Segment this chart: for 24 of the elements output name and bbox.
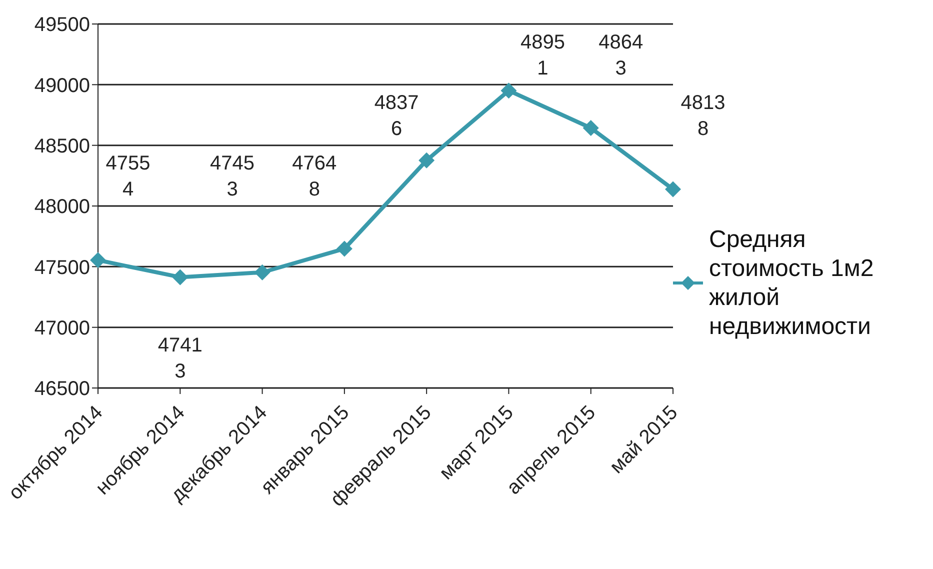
point — [254, 264, 270, 280]
data-label: 4741 3 — [158, 334, 202, 383]
legend-label: Средняя стоимость 1м2 жилой недвижимости — [709, 225, 875, 341]
point — [500, 82, 517, 99]
point — [665, 181, 681, 198]
point — [418, 152, 435, 168]
y-tick-label: 47500 — [34, 256, 90, 279]
y-tick-label: 49500 — [34, 14, 90, 36]
y-tick-label: 48500 — [34, 135, 90, 158]
data-label: 4813 8 — [680, 92, 726, 140]
data-label: 4745 3 — [210, 152, 255, 201]
point — [336, 240, 352, 257]
y-tick-label: 48000 — [34, 196, 90, 218]
point — [90, 252, 106, 268]
y-tick-label: 49000 — [34, 74, 90, 97]
point — [582, 120, 599, 136]
data-label: 4837 6 — [374, 92, 419, 140]
data-label: 4755 4 — [106, 152, 150, 201]
y-tick-label: 46500 — [34, 378, 90, 400]
y-tick-label: 47000 — [34, 317, 90, 340]
data-label: 4864 3 — [598, 31, 644, 80]
data-label: 4895 1 — [520, 31, 565, 80]
data-label: 4764 8 — [292, 152, 337, 201]
point — [172, 269, 188, 286]
